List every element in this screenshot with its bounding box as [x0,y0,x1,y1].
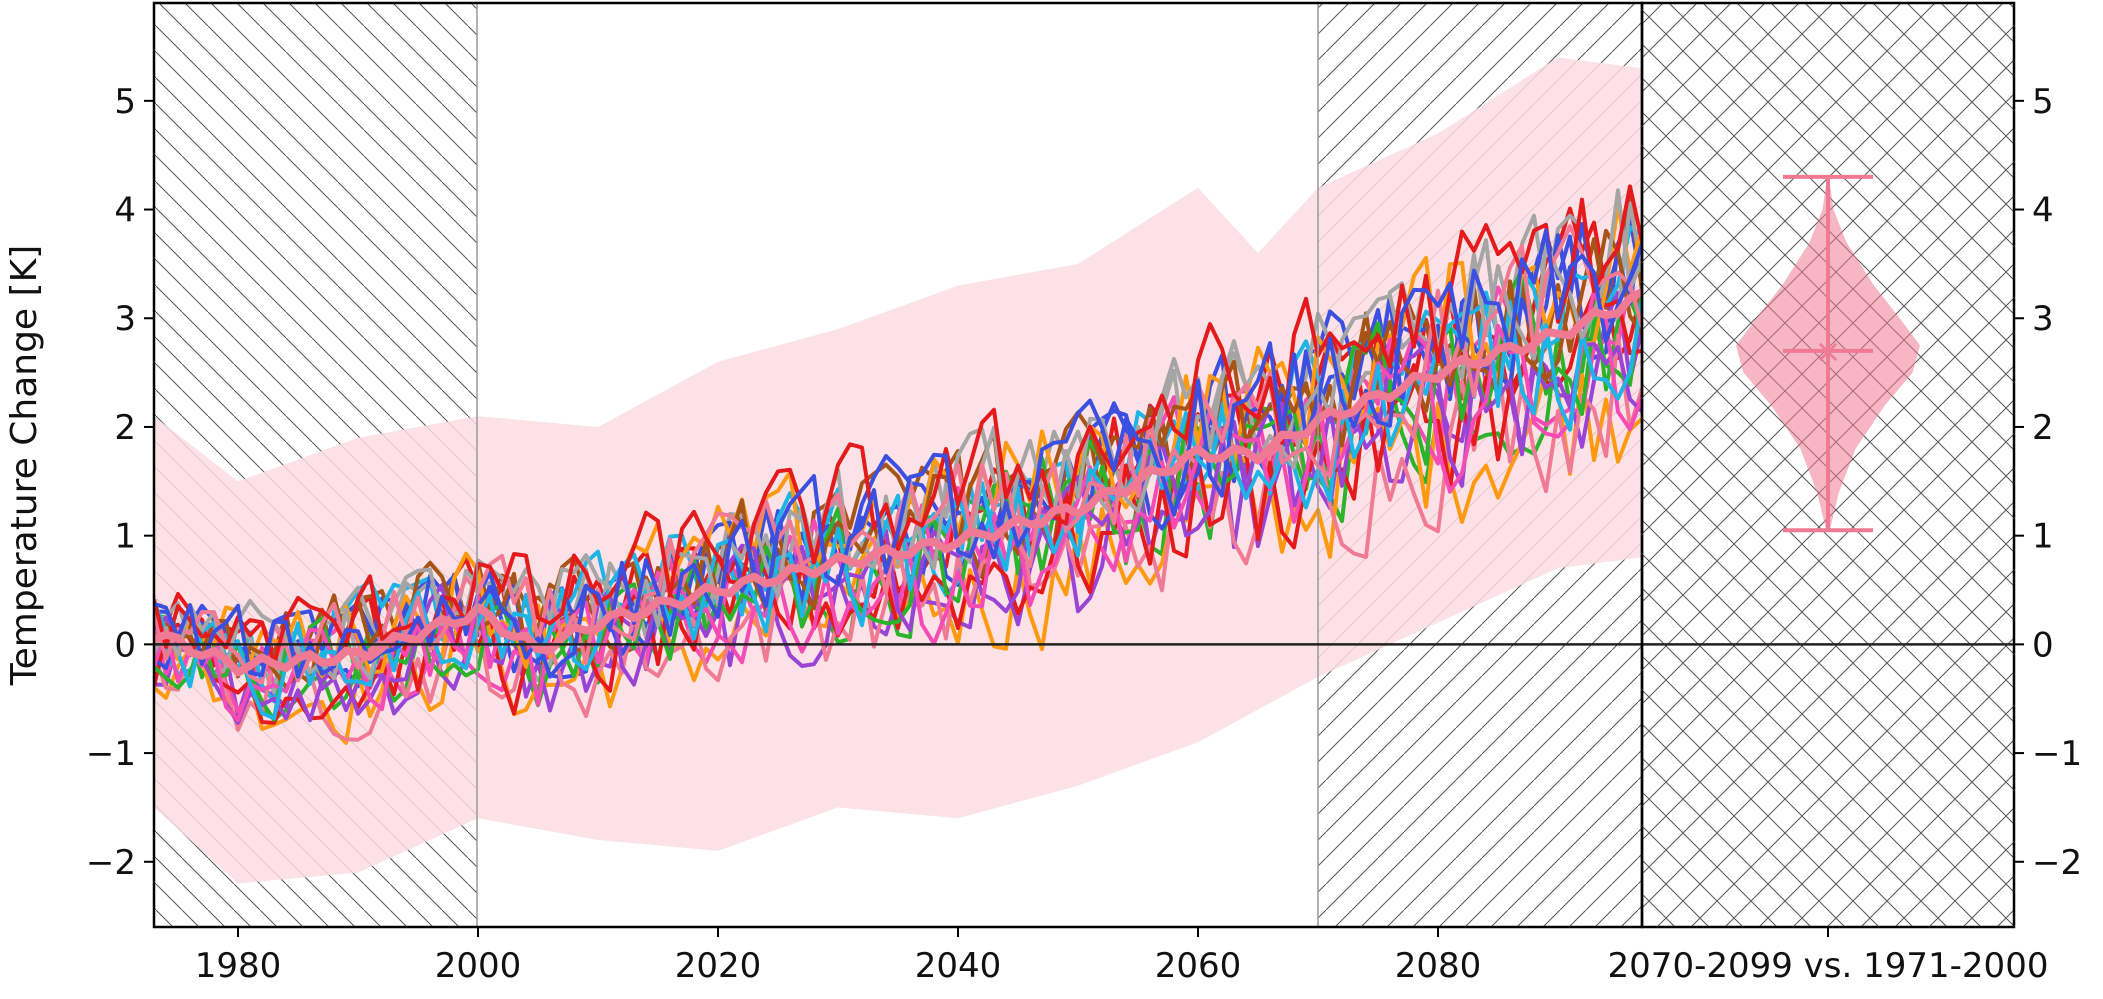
x-tick-label: 2040 [915,946,1002,986]
x-axis: 1980 2000 2020 2040 2060 2080 [195,927,1829,986]
x-tick-label: 2080 [1395,946,1482,986]
y-tick-label-left: 3 [114,299,136,339]
y-axis-right: −2 −1 0 1 2 3 4 5 [2014,82,2082,883]
y-tick-label-right: 4 [2032,191,2054,231]
x-tick-label: 1980 [195,946,282,986]
y-tick-label-left: 5 [114,82,136,122]
ensemble-member-line [154,184,1642,667]
y-tick-label-right: −1 [2032,734,2082,774]
y-tick-label-right: 1 [2032,517,2054,557]
ensemble-member-line [154,224,1642,685]
y-axis-left: −2 −1 0 1 2 3 4 5 [86,82,154,883]
y-tick-label-right: 5 [2032,82,2054,122]
y-tick-label-left: 2 [114,408,136,448]
y-tick-label-right: −2 [2032,843,2082,883]
violin-mean-marker: × [1815,332,1842,370]
y-tick-label-left: 4 [114,191,136,231]
ensemble-member-line [154,341,1642,725]
x-tick-label: 2060 [1155,946,1242,986]
y-tick-label-right: 2 [2032,408,2054,448]
x-tick-label: 2000 [435,946,522,986]
ensemble-mean-line [154,288,1642,677]
y-tick-label-right: 0 [2032,625,2054,665]
y-tick-label-left: −2 [86,843,136,883]
y-tick-label-left: −1 [86,734,136,774]
time-series-panel [152,1,1644,929]
violin-x-label: 2070-2099 vs. 1971-2000 [1608,946,2049,986]
y-tick-label-left: 1 [114,517,136,557]
y-axis-title: Temperature Change [K] [4,245,45,686]
y-tick-label-right: 3 [2032,299,2054,339]
ensemble-member-line [154,188,1642,681]
violin-panel: × [1640,1,2016,929]
y-tick-label-left: 0 [114,625,136,665]
x-tick-label: 2020 [675,946,762,986]
